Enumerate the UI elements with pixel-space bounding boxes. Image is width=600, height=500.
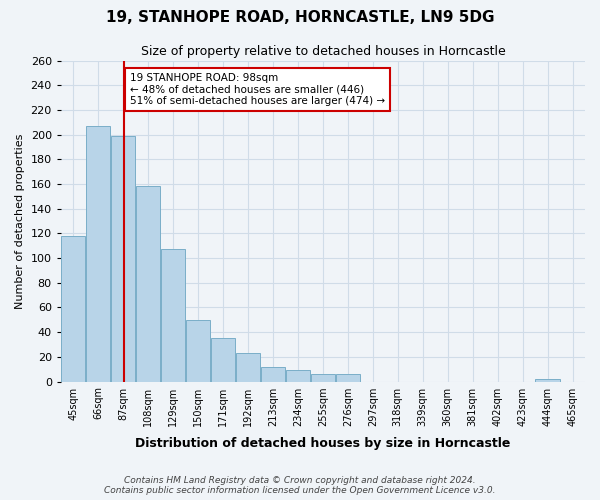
Bar [535, 379, 560, 382]
Text: 19, STANHOPE ROAD, HORNCASTLE, LN9 5DG: 19, STANHOPE ROAD, HORNCASTLE, LN9 5DG [106, 10, 494, 25]
Bar [286, 370, 310, 382]
Bar [211, 338, 235, 382]
Bar [186, 320, 210, 382]
Bar [61, 236, 85, 382]
Bar [136, 186, 160, 382]
Text: 19 STANHOPE ROAD: 98sqm
← 48% of detached houses are smaller (446)
51% of semi-d: 19 STANHOPE ROAD: 98sqm ← 48% of detache… [130, 73, 385, 106]
Title: Size of property relative to detached houses in Horncastle: Size of property relative to detached ho… [140, 45, 505, 58]
X-axis label: Distribution of detached houses by size in Horncastle: Distribution of detached houses by size … [135, 437, 511, 450]
Bar [236, 353, 260, 382]
Bar [311, 374, 335, 382]
Bar [111, 136, 136, 382]
Bar [335, 374, 360, 382]
Y-axis label: Number of detached properties: Number of detached properties [15, 134, 25, 308]
Bar [86, 126, 110, 382]
Bar [261, 366, 285, 382]
Text: Contains HM Land Registry data © Crown copyright and database right 2024.
Contai: Contains HM Land Registry data © Crown c… [104, 476, 496, 495]
Bar [161, 250, 185, 382]
